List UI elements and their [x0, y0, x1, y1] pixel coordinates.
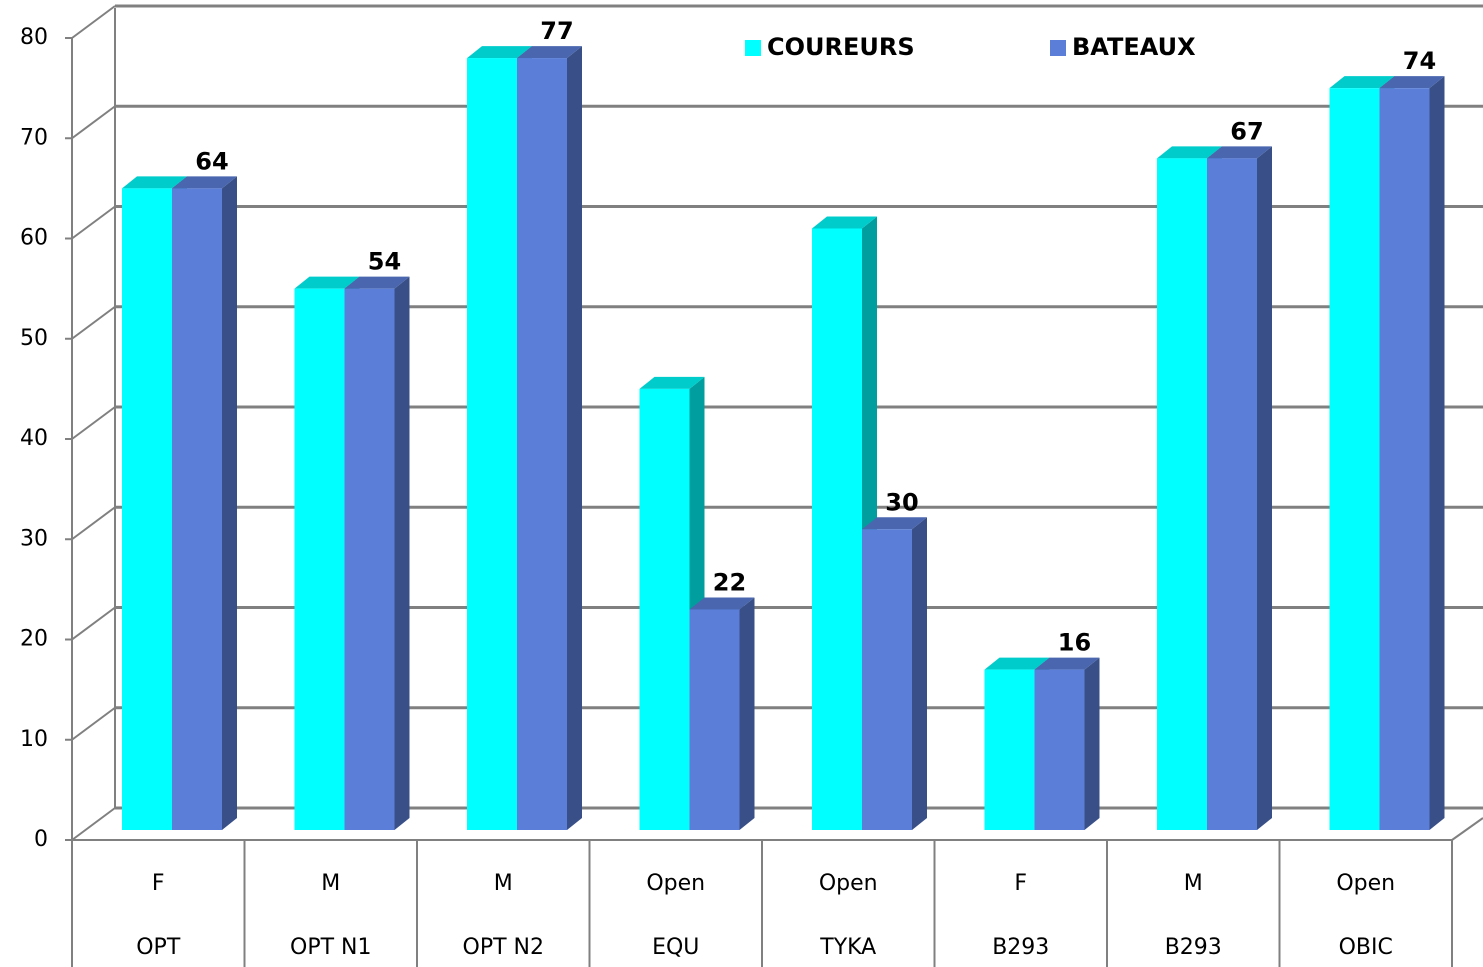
x-group-label: B293 — [1165, 935, 1222, 960]
x-group-label: TYKA — [819, 935, 876, 960]
bar-top — [517, 46, 582, 59]
bar — [517, 58, 567, 830]
y-tick-label: 70 — [20, 125, 48, 150]
x-group-label: OBIC — [1339, 935, 1393, 960]
bar — [172, 188, 222, 830]
x-tick-label: F — [152, 871, 165, 896]
bar-side — [739, 597, 755, 830]
grid-line-side — [71, 506, 116, 541]
bar-top — [1157, 146, 1222, 159]
x-group-label: OPT — [136, 935, 181, 960]
bar-top — [1379, 76, 1445, 89]
data-label: 22 — [713, 568, 746, 596]
data-label: 16 — [1058, 629, 1091, 657]
bar — [984, 669, 1035, 830]
bar — [1157, 158, 1207, 830]
x-tick-label: Open — [819, 871, 878, 896]
bar — [122, 188, 172, 830]
bar-side — [567, 46, 582, 830]
floor-right — [1451, 817, 1483, 841]
data-label: 77 — [540, 17, 573, 45]
grid-line-side — [71, 406, 116, 440]
bar — [1207, 158, 1257, 830]
x-group-label: EQU — [652, 935, 699, 960]
bar-side — [394, 276, 410, 830]
data-label: 30 — [885, 488, 918, 516]
grid-line-side — [71, 205, 116, 240]
bar — [1329, 88, 1380, 830]
x-tick-label: M — [321, 871, 340, 896]
x-group-label: OPT N1 — [290, 935, 371, 960]
x-tick-label: M — [494, 871, 513, 896]
data-label: 54 — [368, 248, 401, 276]
bar-side — [1257, 146, 1272, 830]
bar — [294, 288, 345, 830]
grid-line-side — [71, 706, 116, 741]
legend-swatch — [1050, 40, 1066, 56]
bar-top — [172, 176, 237, 189]
bar — [1379, 88, 1430, 830]
bar-top — [122, 176, 187, 189]
y-tick-label: 80 — [20, 25, 48, 50]
bar — [344, 288, 395, 830]
bar-top — [689, 597, 755, 610]
data-label: 67 — [1230, 117, 1263, 145]
bar-top — [294, 276, 360, 289]
grid-line-side — [71, 807, 116, 841]
x-tick-label: F — [1014, 871, 1027, 896]
grid-line-side — [71, 105, 116, 140]
bar-top — [467, 46, 532, 59]
y-tick-label: 0 — [34, 827, 48, 852]
x-tick-label: Open — [646, 871, 705, 896]
y-tick-label: 30 — [20, 526, 48, 551]
bar — [467, 58, 517, 830]
bar-top — [1207, 146, 1272, 159]
y-tick-label: 60 — [20, 226, 48, 251]
x-tick-label: Open — [1336, 871, 1395, 896]
bar-top — [812, 216, 877, 229]
grid-line-side — [71, 305, 116, 340]
bar — [812, 228, 862, 830]
bar-top — [1329, 76, 1395, 89]
bar-side — [222, 176, 237, 830]
y-tick-label: 50 — [20, 326, 48, 351]
bar-top — [862, 517, 927, 530]
bar-top — [344, 276, 410, 289]
bar-top — [639, 376, 705, 389]
bar-top — [984, 657, 1050, 670]
x-group-label: OPT N2 — [463, 935, 544, 960]
y-tick-label: 20 — [20, 627, 48, 652]
data-label: 64 — [195, 147, 228, 175]
legend-label: COUREURS — [767, 33, 915, 61]
bar — [862, 529, 912, 830]
bar-side — [912, 517, 927, 830]
x-group-label: B293 — [992, 935, 1049, 960]
bar-side — [1429, 76, 1445, 830]
bar-top — [1034, 657, 1100, 670]
x-tick-label: M — [1184, 871, 1203, 896]
grid-line-side — [71, 606, 116, 641]
bar — [689, 609, 740, 830]
data-label: 74 — [1403, 47, 1436, 75]
bar — [1034, 669, 1085, 830]
y-tick-label: 40 — [20, 426, 48, 451]
y-tick-label: 10 — [20, 727, 48, 752]
legend-swatch — [745, 40, 761, 56]
bar-side — [1084, 657, 1100, 830]
grid-line-side — [71, 5, 116, 39]
bar — [639, 388, 690, 830]
legend-label: BATEAUX — [1072, 33, 1196, 61]
